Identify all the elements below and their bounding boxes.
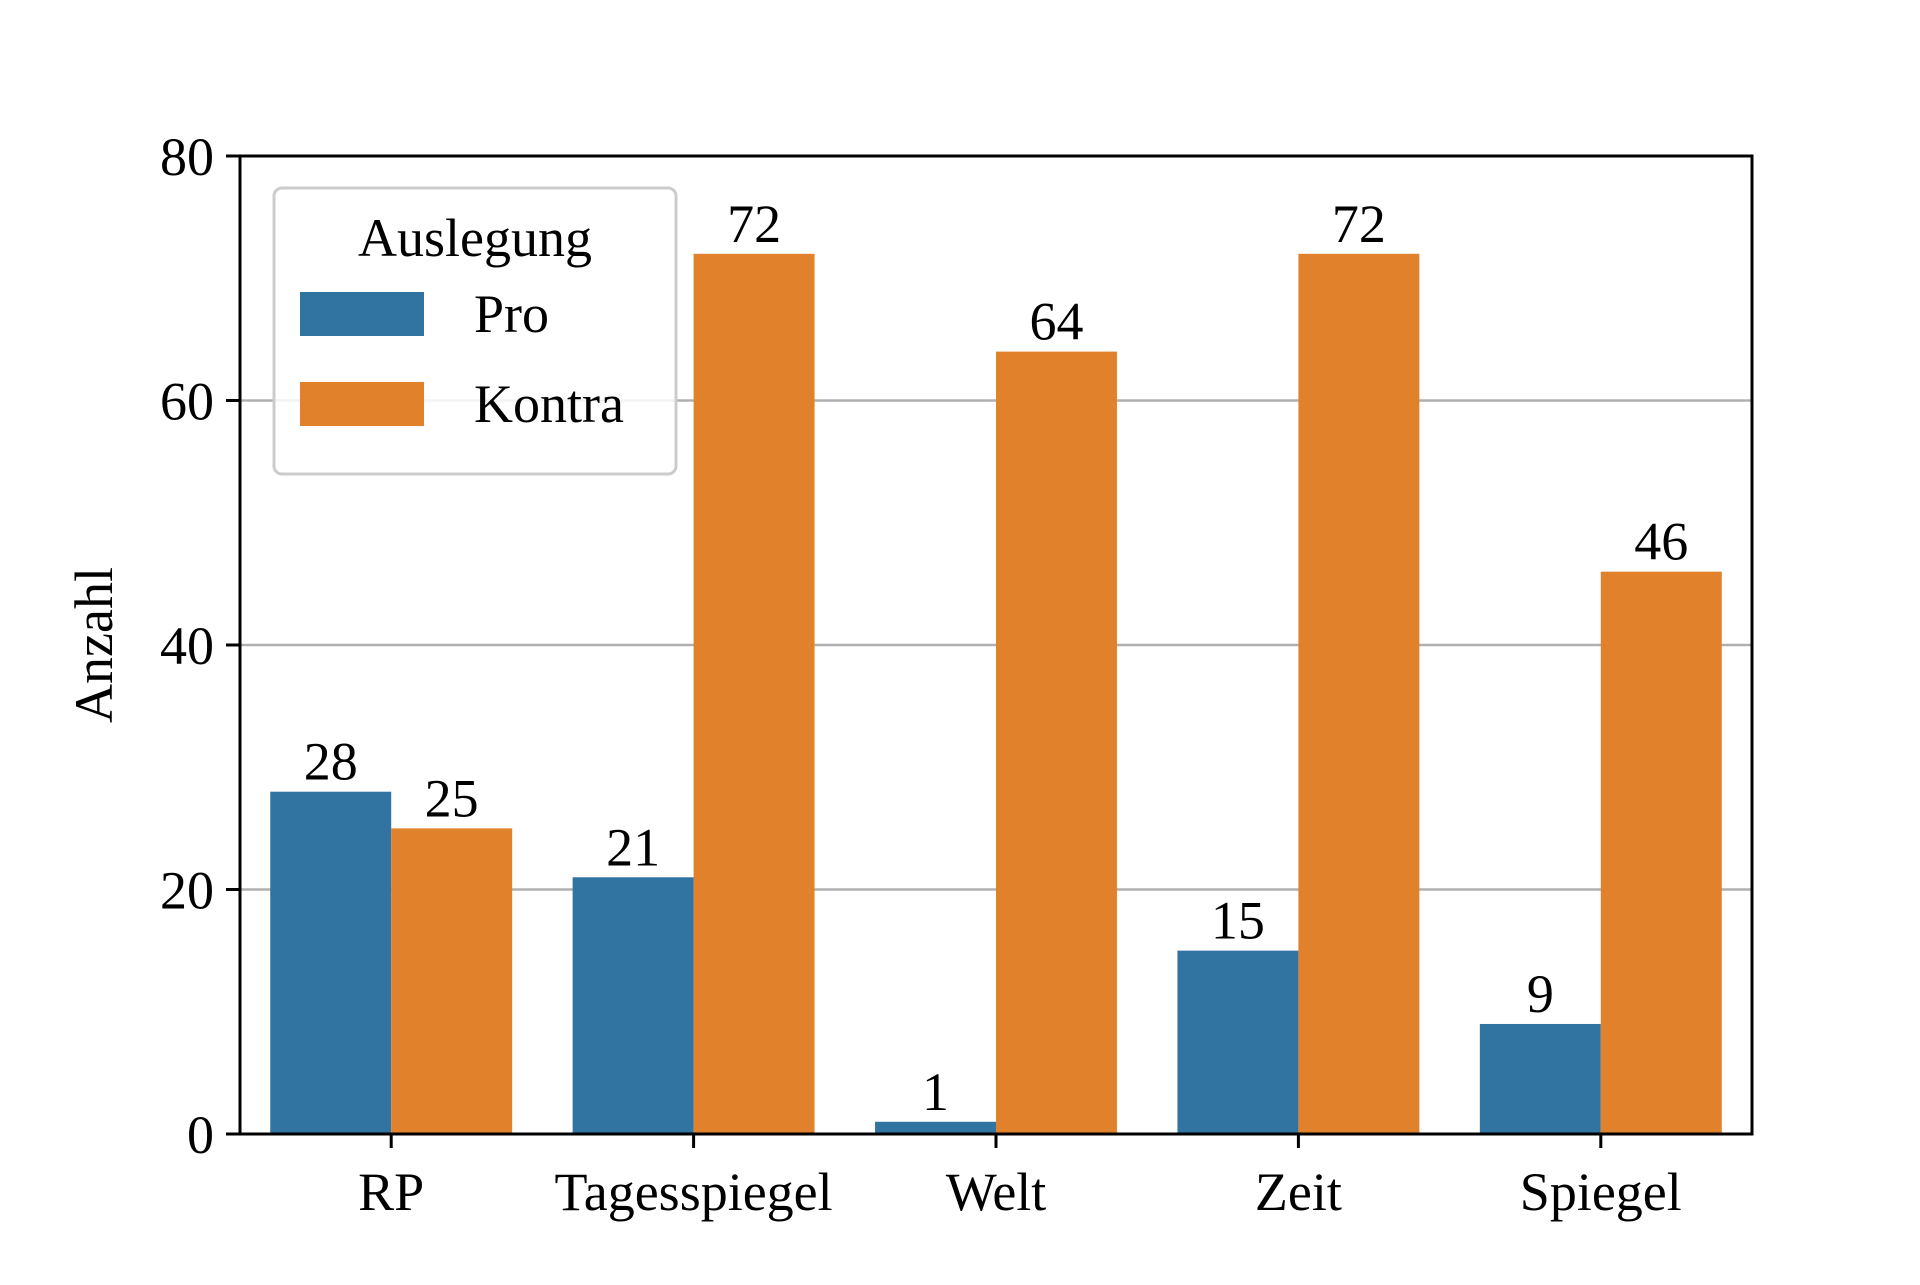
legend-entry-pro: Pro — [474, 284, 549, 344]
bar-value-label: 21 — [606, 817, 660, 877]
bar-pro-spiegel — [1479, 1023, 1601, 1134]
bars — [270, 253, 1722, 1135]
legend-swatch-kontra — [300, 382, 424, 426]
x-tick-label: Tagesspiegel — [555, 1162, 833, 1222]
y-tick-label: 0 — [187, 1105, 214, 1165]
legend: Auslegung Pro Kontra — [272, 186, 678, 476]
x-tick-label: Zeit — [1255, 1162, 1342, 1222]
bar-value-labels: 28 25 21 72 1 64 15 72 9 46 — [304, 194, 1689, 1122]
legend-title: Auslegung — [358, 208, 592, 268]
bar-pro-rp — [270, 791, 392, 1134]
bar-kontra-rp — [391, 828, 513, 1134]
x-tick-label: Welt — [946, 1162, 1047, 1222]
y-axis: 0 20 40 60 80 — [160, 127, 240, 1165]
bar-pro-tagesspiegel — [572, 877, 694, 1134]
bar-value-label: 46 — [1634, 512, 1688, 572]
bar-value-label: 72 — [727, 194, 781, 254]
y-tick-label: 20 — [160, 861, 214, 921]
bar-value-label: 1 — [922, 1062, 949, 1122]
bar-value-label: 72 — [1332, 194, 1386, 254]
bar-value-label: 15 — [1211, 891, 1265, 951]
bar-pro-welt — [875, 1121, 996, 1134]
y-tick-label: 80 — [160, 127, 214, 187]
x-tick-label: RP — [358, 1162, 424, 1222]
bar-kontra-welt — [996, 351, 1117, 1135]
bar-value-label: 28 — [304, 732, 358, 792]
legend-entry-kontra: Kontra — [474, 374, 624, 434]
bar-kontra-spiegel — [1600, 571, 1722, 1134]
y-tick-label: 60 — [160, 372, 214, 432]
bar-value-label: 25 — [425, 768, 479, 828]
bar-value-label: 9 — [1527, 964, 1554, 1024]
x-axis: RP Tagesspiegel Welt Zeit Spiegel — [358, 1134, 1682, 1222]
bar-kontra-tagesspiegel — [693, 253, 815, 1135]
bar-pro-zeit — [1177, 950, 1299, 1134]
y-tick-label: 40 — [160, 616, 214, 676]
bar-value-label: 64 — [1029, 292, 1083, 352]
x-tick-label: Spiegel — [1520, 1162, 1682, 1222]
bar-kontra-zeit — [1298, 253, 1420, 1135]
legend-swatch-pro — [300, 292, 424, 336]
y-axis-title: Anzahl — [64, 567, 124, 723]
